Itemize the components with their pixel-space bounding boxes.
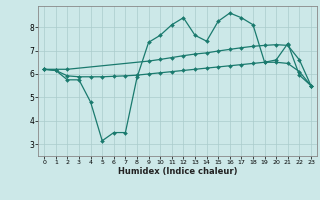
X-axis label: Humidex (Indice chaleur): Humidex (Indice chaleur) <box>118 167 237 176</box>
